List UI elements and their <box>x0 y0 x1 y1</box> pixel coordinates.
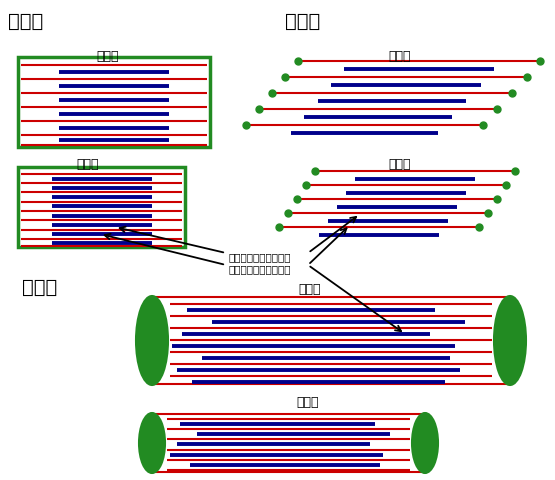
Bar <box>18 168 185 248</box>
Ellipse shape <box>139 413 165 473</box>
Text: 収縮前: 収縮前 <box>388 50 411 63</box>
Text: 平滑筋: 平滑筋 <box>22 277 57 296</box>
Text: 収縮後: 収縮後 <box>297 395 319 408</box>
Bar <box>18 58 210 148</box>
Text: 斜紋筋: 斜紋筋 <box>285 12 320 31</box>
Text: 収縮後: 収縮後 <box>388 157 411 171</box>
Text: 収縮前: 収縮前 <box>97 50 119 63</box>
Text: 収縮後: 収縮後 <box>77 157 99 171</box>
Text: アクチンフィラメント: アクチンフィラメント <box>228 264 290 274</box>
Ellipse shape <box>412 413 438 473</box>
Ellipse shape <box>494 296 526 385</box>
Text: ミオシンフィラメント: ミオシンフィラメント <box>228 252 290 262</box>
Text: 収縮前: 収縮前 <box>299 282 321 295</box>
Ellipse shape <box>136 296 168 385</box>
Text: 横紋筋: 横紋筋 <box>8 12 43 31</box>
